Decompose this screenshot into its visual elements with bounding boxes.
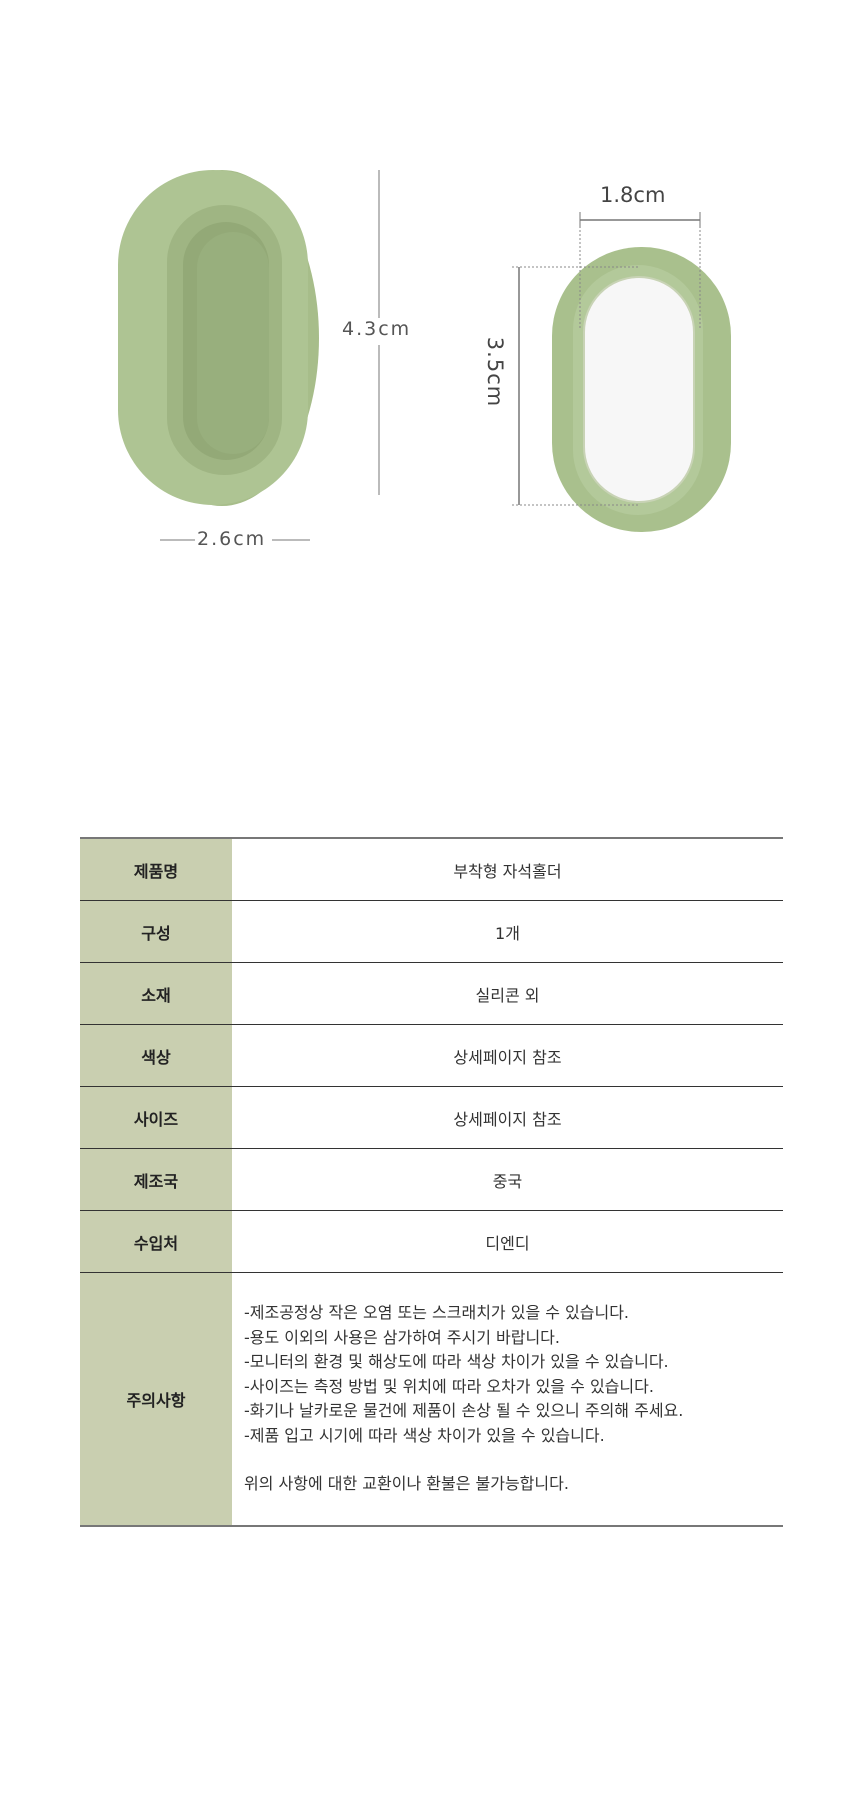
row-value: 1개 <box>232 900 783 963</box>
notes-label: 주의사항 <box>80 1272 232 1527</box>
note-line: -용도 이외의 사용은 삼가하여 주시기 바랍니다. <box>244 1327 560 1347</box>
table-row: 구성 1개 <box>80 900 783 963</box>
row-value: 디엔디 <box>232 1210 783 1273</box>
row-label: 소재 <box>80 962 232 1025</box>
row-label: 제조국 <box>80 1148 232 1211</box>
row-value: 중국 <box>232 1148 783 1211</box>
row-label: 수입처 <box>80 1210 232 1273</box>
row-value: 상세페이지 참조 <box>232 1024 783 1087</box>
height-label-left: 4.3cm <box>342 318 412 340</box>
table-row: 사이즈 상세페이지 참조 <box>80 1086 783 1149</box>
spec-table: 제품명 부착형 자석홀더 구성 1개 소재 실리콘 외 색상 상세페이지 참조 … <box>80 837 783 1527</box>
table-row: 소재 실리콘 외 <box>80 962 783 1025</box>
note-line: -화기나 날카로운 물건에 제품이 손상 될 수 있으니 주의해 주세요. <box>244 1401 684 1420</box>
width-label-left: 2.6cm <box>197 528 267 550</box>
notes-footer: 위의 사항에 대한 교환이나 환불은 불가능합니다. <box>244 1474 569 1493</box>
product-front-image <box>118 170 731 541</box>
table-row: 수입처 디엔디 <box>80 1210 783 1273</box>
row-label: 구성 <box>80 900 232 963</box>
table-row: 색상 상세페이지 참조 <box>80 1024 783 1087</box>
notes-content: -제조공정상 작은 오염 또는 스크래치가 있을 수 있습니다. -용도 이외의… <box>232 1272 783 1527</box>
table-row-notes: 주의사항 -제조공정상 작은 오염 또는 스크래치가 있을 수 있습니다. -용… <box>80 1272 783 1527</box>
row-value: 부착형 자석홀더 <box>232 837 783 901</box>
row-value: 상세페이지 참조 <box>232 1086 783 1149</box>
width-label-right: 1.8cm <box>600 183 666 207</box>
table-row: 제품명 부착형 자석홀더 <box>80 837 783 901</box>
height-label-right: 3.5cm <box>483 336 508 408</box>
note-line: -제조공정상 작은 오염 또는 스크래치가 있을 수 있습니다. <box>244 1303 630 1322</box>
note-line: -모니터의 환경 및 해상도에 따라 색상 차이가 있을 수 있습니다. <box>244 1352 669 1371</box>
table-row: 제조국 중국 <box>80 1148 783 1211</box>
note-line: -사이즈는 측정 방법 및 위치에 따라 오차가 있을 수 있습니다. <box>244 1376 654 1396</box>
row-label: 사이즈 <box>80 1086 232 1149</box>
row-value: 실리콘 외 <box>232 962 783 1025</box>
note-line: -제품 입고 시기에 따라 색상 차이가 있을 수 있습니다. <box>244 1425 605 1445</box>
row-label: 색상 <box>80 1024 232 1087</box>
row-label: 제품명 <box>80 837 232 901</box>
